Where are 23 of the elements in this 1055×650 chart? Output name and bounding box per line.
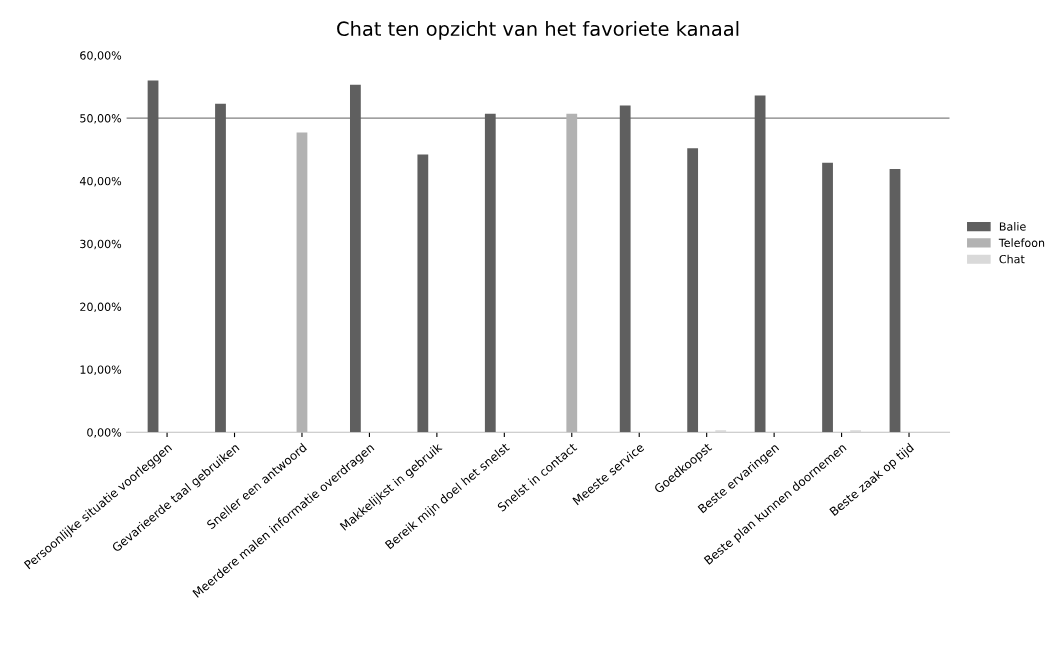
bar: [417, 154, 429, 433]
bar: [215, 103, 226, 433]
legend-label: Telefoon: [998, 238, 1045, 247]
bar: [619, 105, 631, 433]
y-tick-label: 40,00%: [79, 176, 122, 187]
y-tick-label: 0,00%: [87, 428, 122, 438]
bar: [350, 84, 361, 433]
bar: [889, 168, 901, 433]
y-tick-label: 20,00%: [80, 302, 122, 313]
bar: [484, 113, 496, 433]
bar: [566, 113, 578, 433]
bar: [687, 148, 699, 433]
y-tick-label: 30,00%: [80, 239, 122, 250]
bar: [147, 80, 159, 433]
y-tick-label: 10,00%: [80, 365, 122, 375]
y-tick-label: 50,00%: [80, 114, 122, 124]
bar: [296, 132, 308, 433]
bar: [822, 162, 833, 433]
legend-label: Balie: [999, 222, 1026, 231]
bar: [754, 95, 766, 433]
legend-label: Chat: [999, 254, 1025, 264]
y-tick-label: 60,00%: [80, 51, 122, 61]
chart-title: Chat ten opzicht van het favoriete kanaal: [337, 21, 739, 40]
